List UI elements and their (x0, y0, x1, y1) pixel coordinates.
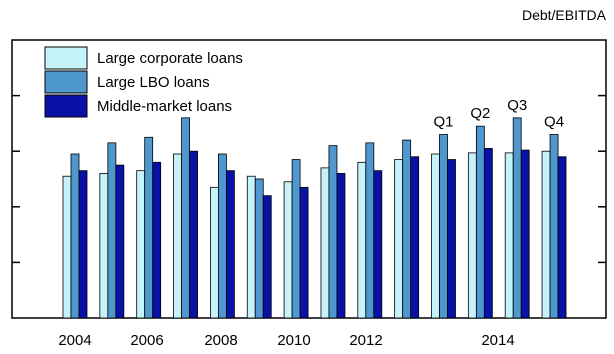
bar-3-1 (115, 164, 125, 319)
annotation-q3: Q3 (507, 97, 527, 114)
bar-3-9 (410, 156, 420, 319)
bar-2-9 (402, 139, 412, 319)
bar-1-4 (209, 186, 219, 319)
bar-3-6 (299, 186, 309, 319)
bar-1-10 (431, 153, 440, 319)
bar-1-3 (173, 153, 182, 319)
bar-2-10 (439, 134, 448, 319)
bar-1-6 (283, 181, 293, 319)
bar-2-5 (254, 178, 264, 319)
y-axis-ticks (12, 94, 606, 264)
bar-2-13 (549, 134, 559, 319)
bar-1-11 (467, 152, 477, 319)
bar-3-5 (262, 195, 272, 319)
x-tick-label-2006: 2006 (130, 332, 163, 349)
bar-3-3 (189, 150, 198, 319)
bar-1-12 (504, 152, 514, 319)
x-axis-tick-labels: 2004 2006 2008 2010 2012 2014 (58, 332, 514, 349)
quarter-annotations: Q1 Q2 Q3 Q4 (433, 97, 564, 131)
bar-2-2 (144, 136, 154, 319)
bar-1-13 (541, 150, 551, 319)
plot-frame (11, 39, 607, 319)
bar-2-8 (365, 142, 375, 319)
bar-3-0 (78, 170, 88, 319)
bar-2-0 (70, 153, 80, 319)
bar-2-7 (328, 145, 338, 319)
bar-1-9 (394, 159, 404, 319)
legend-swatch-1 (44, 46, 88, 70)
annotation-q4: Q4 (544, 114, 564, 131)
bar-2-12 (512, 117, 522, 319)
legend-label-2: Large LBO loans (97, 74, 210, 91)
bar-3-7 (336, 173, 346, 319)
bar-3-12 (520, 149, 530, 319)
bar-2-11 (475, 125, 485, 319)
bar-3-2 (152, 161, 162, 319)
bar-1-8 (357, 161, 367, 319)
bar-2-1 (107, 142, 117, 319)
x-tick-label-2012: 2012 (349, 332, 382, 349)
bar-1-2 (136, 170, 146, 319)
bar-3-11 (483, 148, 493, 319)
annotation-q1: Q1 (433, 114, 453, 131)
annotation-q2: Q2 (470, 105, 490, 122)
bar-3-10 (447, 159, 456, 319)
bar-3-4 (225, 170, 235, 319)
bar-1-0 (62, 175, 72, 319)
bar-1-7 (320, 167, 330, 319)
bars (62, 117, 567, 319)
bar-2-6 (291, 159, 301, 319)
legend-label-1: Large corporate loans (97, 50, 243, 67)
bar-2-4 (217, 153, 227, 319)
x-tick-label-2004: 2004 (58, 332, 91, 349)
bar-1-5 (246, 175, 256, 319)
bar-3-13 (557, 156, 567, 319)
bar-3-8 (373, 170, 383, 319)
x-tick-label-2008: 2008 (204, 332, 237, 349)
legend-swatch-3 (44, 94, 88, 118)
bar-1-1 (99, 173, 109, 319)
legend: Large corporate loans Large LBO loans Midd… (44, 46, 243, 118)
legend-swatch-2 (44, 70, 88, 94)
unit-label: Debt/EBITDA (522, 7, 607, 23)
legend-label-3: Middle-market loans (97, 98, 232, 115)
x-tick-label-2010: 2010 (277, 332, 310, 349)
x-tick-label-2014: 2014 (481, 332, 514, 349)
bar-2-3 (181, 117, 190, 319)
